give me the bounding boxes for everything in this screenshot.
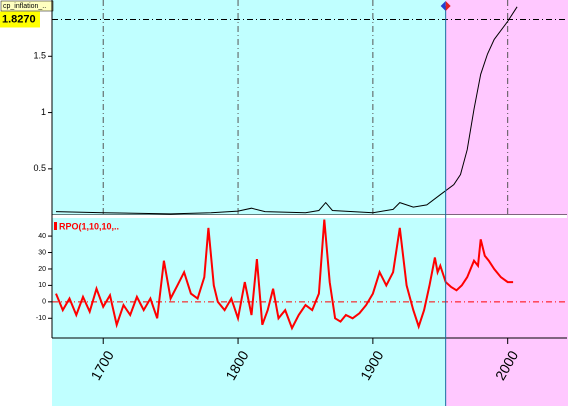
highlight-region [445,0,568,406]
y-tick-label: 40 [38,233,46,240]
reference-box [0,11,40,28]
cursor-marker [445,1,451,11]
y-tick-label: 1.5 [33,51,46,61]
chart-title: cp_inflation_.. [3,3,46,10]
reference-label: 1.8270 [2,13,36,25]
y-tick-label: 0 [42,299,46,306]
cursor-marker [440,1,446,11]
title-marker [54,222,57,230]
y-tick-label: 1 [41,107,46,117]
y-tick-label: 20 [38,266,46,273]
panel-separator [52,215,567,218]
background [52,0,446,406]
y-tick-label: -10 [36,315,46,322]
y-tick-label: 10 [38,282,46,289]
chart-title: RPO(1,10,10,.. [59,221,119,231]
title-box [0,0,54,12]
series-line [55,6,518,215]
series-line [55,219,514,331]
y-tick-label: 30 [38,249,46,256]
y-tick-label: 0.5 [33,163,46,173]
